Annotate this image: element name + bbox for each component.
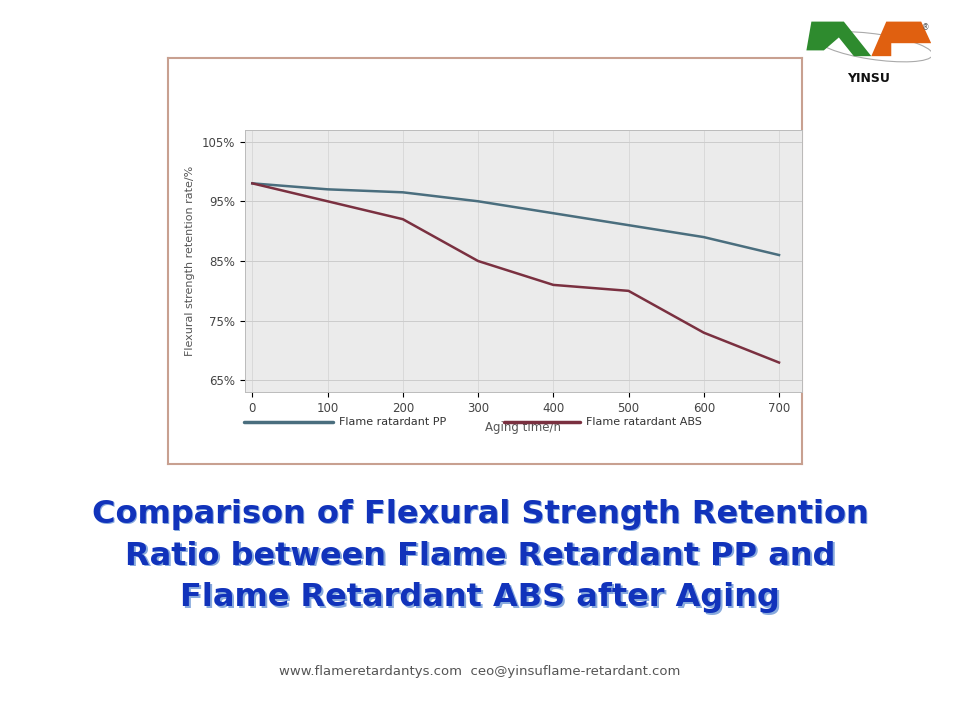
Text: Comparison of Flexural Strength Retention
Ratio between Flame Retardant PP and
F: Comparison of Flexural Strength Retentio… bbox=[93, 500, 870, 615]
Text: Flame ratardant ABS: Flame ratardant ABS bbox=[587, 417, 702, 427]
Text: www.flameretardantys.com  ceo@yinsuflame-retardant.com: www.flameretardantys.com ceo@yinsuflame-… bbox=[279, 665, 681, 678]
Text: Comparison of Flexural Strength Retention
Ratio between Flame Retardant PP and
F: Comparison of Flexural Strength Retentio… bbox=[91, 499, 869, 613]
Polygon shape bbox=[872, 22, 931, 56]
Text: Flame ratardant PP: Flame ratardant PP bbox=[339, 417, 446, 427]
Text: YINSU: YINSU bbox=[848, 72, 890, 85]
Text: ®: ® bbox=[923, 23, 930, 32]
Polygon shape bbox=[806, 22, 872, 56]
Y-axis label: Flexural strength retention rate/%: Flexural strength retention rate/% bbox=[184, 166, 195, 356]
X-axis label: Aging time/h: Aging time/h bbox=[485, 420, 562, 433]
